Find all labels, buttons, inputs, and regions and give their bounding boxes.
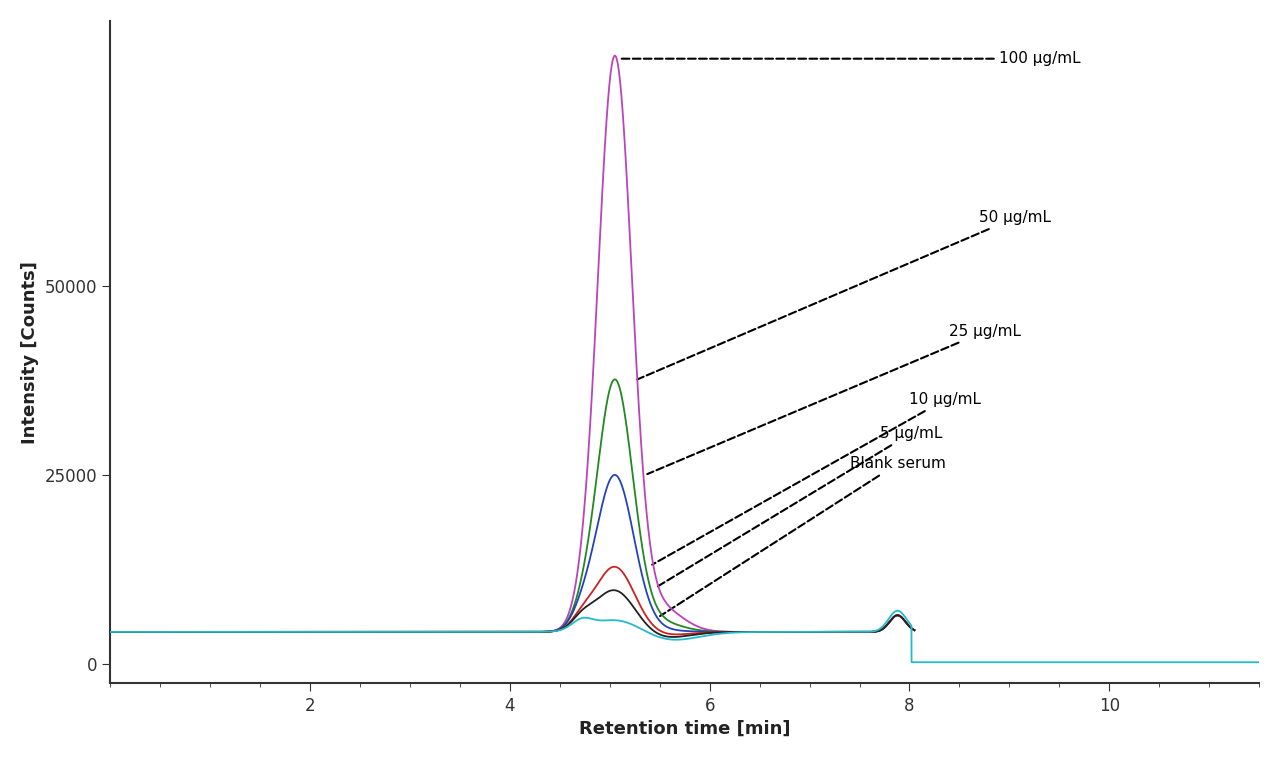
Y-axis label: Intensity [Counts]: Intensity [Counts]: [20, 260, 38, 443]
Text: 50 µg/mL: 50 µg/mL: [637, 210, 1051, 380]
Text: 25 µg/mL: 25 µg/mL: [648, 324, 1021, 474]
Text: Blank serum: Blank serum: [660, 456, 946, 616]
Text: 5 µg/mL: 5 µg/mL: [657, 426, 942, 587]
Text: 10 µg/mL: 10 µg/mL: [652, 392, 982, 565]
Text: 100 µg/mL: 100 µg/mL: [621, 51, 1082, 66]
X-axis label: Retention time [min]: Retention time [min]: [579, 720, 791, 739]
